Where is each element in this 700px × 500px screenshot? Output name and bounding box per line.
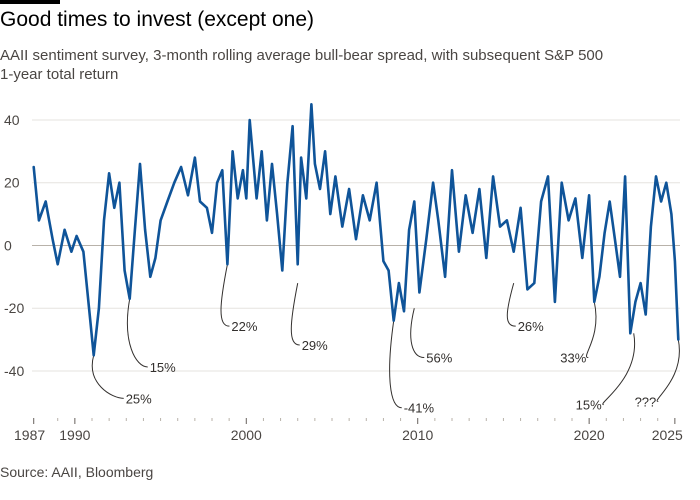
annotation-connector [220, 264, 230, 327]
annotation-connector [586, 301, 597, 359]
annotation-label: 15% [576, 398, 602, 413]
x-tick-label: 2000 [231, 427, 262, 443]
x-tick-label: 2025 [652, 427, 683, 443]
chart-title: Good times to invest (except one) [0, 8, 314, 31]
accent-bar [0, 0, 60, 4]
y-tick-label: 40 [4, 112, 20, 128]
annotation-label: 26% [518, 319, 544, 334]
x-tick-label: 2020 [574, 427, 605, 443]
annotation-connector [410, 308, 425, 359]
annotation-connector [91, 355, 124, 399]
y-tick-label: 0 [4, 237, 12, 253]
annotation-label: 25% [126, 391, 152, 406]
annotation-label: 33% [560, 351, 586, 366]
y-tick-label: -40 [4, 363, 24, 379]
annotation-label: 15% [150, 360, 176, 375]
x-tick-label: 1987 [14, 427, 45, 443]
annotation-connector [506, 282, 516, 327]
annotation-connector [290, 283, 300, 346]
annotation-connector [656, 339, 680, 402]
y-tick-label: 20 [4, 175, 20, 191]
annotation-label: -41% [404, 401, 435, 416]
x-tick-label: 2010 [402, 427, 433, 443]
source-note: Source: AAII, Bloomberg [0, 464, 154, 480]
annotation-label: 22% [231, 319, 257, 334]
annotation-label: 29% [302, 338, 328, 353]
annotation-label: ??? [635, 394, 657, 409]
bull-bear-spread-line [32, 103, 680, 357]
annotation-connector [389, 320, 402, 409]
chart-subtitle: AAII sentiment survey, 3-month rolling a… [0, 47, 604, 83]
annotation-connector [126, 298, 148, 368]
x-tick-label: 1990 [59, 427, 90, 443]
annotation-label: 56% [426, 351, 452, 366]
annotation-connector [602, 333, 636, 406]
y-tick-label: -20 [4, 300, 24, 316]
